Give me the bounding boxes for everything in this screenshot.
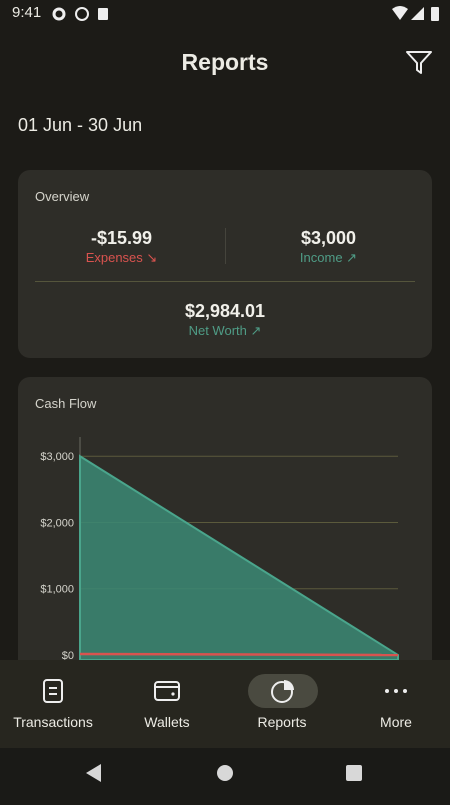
net-worth-text: Net Worth	[188, 323, 247, 338]
nav-label: Wallets	[144, 714, 190, 730]
back-button[interactable]	[86, 764, 101, 782]
status-time: 9:41	[12, 4, 42, 21]
income-text: Income	[299, 250, 343, 265]
nav-item[interactable]: More	[340, 660, 450, 748]
system-nav	[0, 748, 450, 800]
income-label: Income ↗	[299, 250, 358, 265]
nav-label: Reports	[257, 714, 307, 730]
y-tick-label: $0	[62, 650, 74, 660]
expenses-label: Expenses ↘	[85, 250, 158, 265]
income-area	[79, 454, 399, 660]
home-button[interactable]	[217, 765, 233, 781]
chart: $0 $1,000 $2,000 $3,000	[40, 437, 399, 660]
net-worth-value: $2,984.01	[184, 301, 266, 321]
nav-label: Transactions	[13, 714, 93, 730]
filter-button[interactable]	[404, 48, 434, 76]
nav-item[interactable]: Transactions	[0, 660, 109, 748]
status-right-icons	[392, 6, 439, 21]
expenses-value: -$15.99	[90, 228, 153, 248]
net-worth-label: Net Worth ↗	[188, 323, 262, 338]
nav-label: More	[380, 714, 412, 730]
page-title: Reports	[181, 49, 269, 75]
nav-icon	[154, 681, 180, 701]
bottom-nav: Transactions Wallets Reports More	[0, 660, 450, 748]
y-tick-label: $3,000	[40, 451, 74, 463]
nav-icon	[385, 689, 407, 693]
expenses-line	[79, 652, 399, 657]
y-tick-label: $2,000	[40, 517, 74, 529]
income-value: $3,000	[300, 228, 357, 248]
status-icons	[52, 7, 108, 21]
card-title: Overview	[35, 189, 90, 204]
nav-item[interactable]: Reports	[226, 660, 338, 748]
system-nav-buttons	[86, 764, 362, 782]
nav-icon	[43, 679, 63, 703]
nav-icon	[271, 680, 294, 703]
divider	[225, 228, 226, 264]
date-range[interactable]: 01 Jun - 30 Jun	[18, 115, 143, 135]
expenses-text: Expenses	[85, 250, 143, 265]
recents-button[interactable]	[346, 765, 362, 781]
divider	[35, 281, 415, 282]
y-tick-label: $1,000	[40, 584, 74, 596]
chart-title: Cash Flow	[35, 396, 97, 411]
nav-item[interactable]: Wallets	[111, 660, 223, 748]
overview-card: Overview -$15.99 Expenses ↘ $3,000 Incom…	[18, 170, 432, 358]
